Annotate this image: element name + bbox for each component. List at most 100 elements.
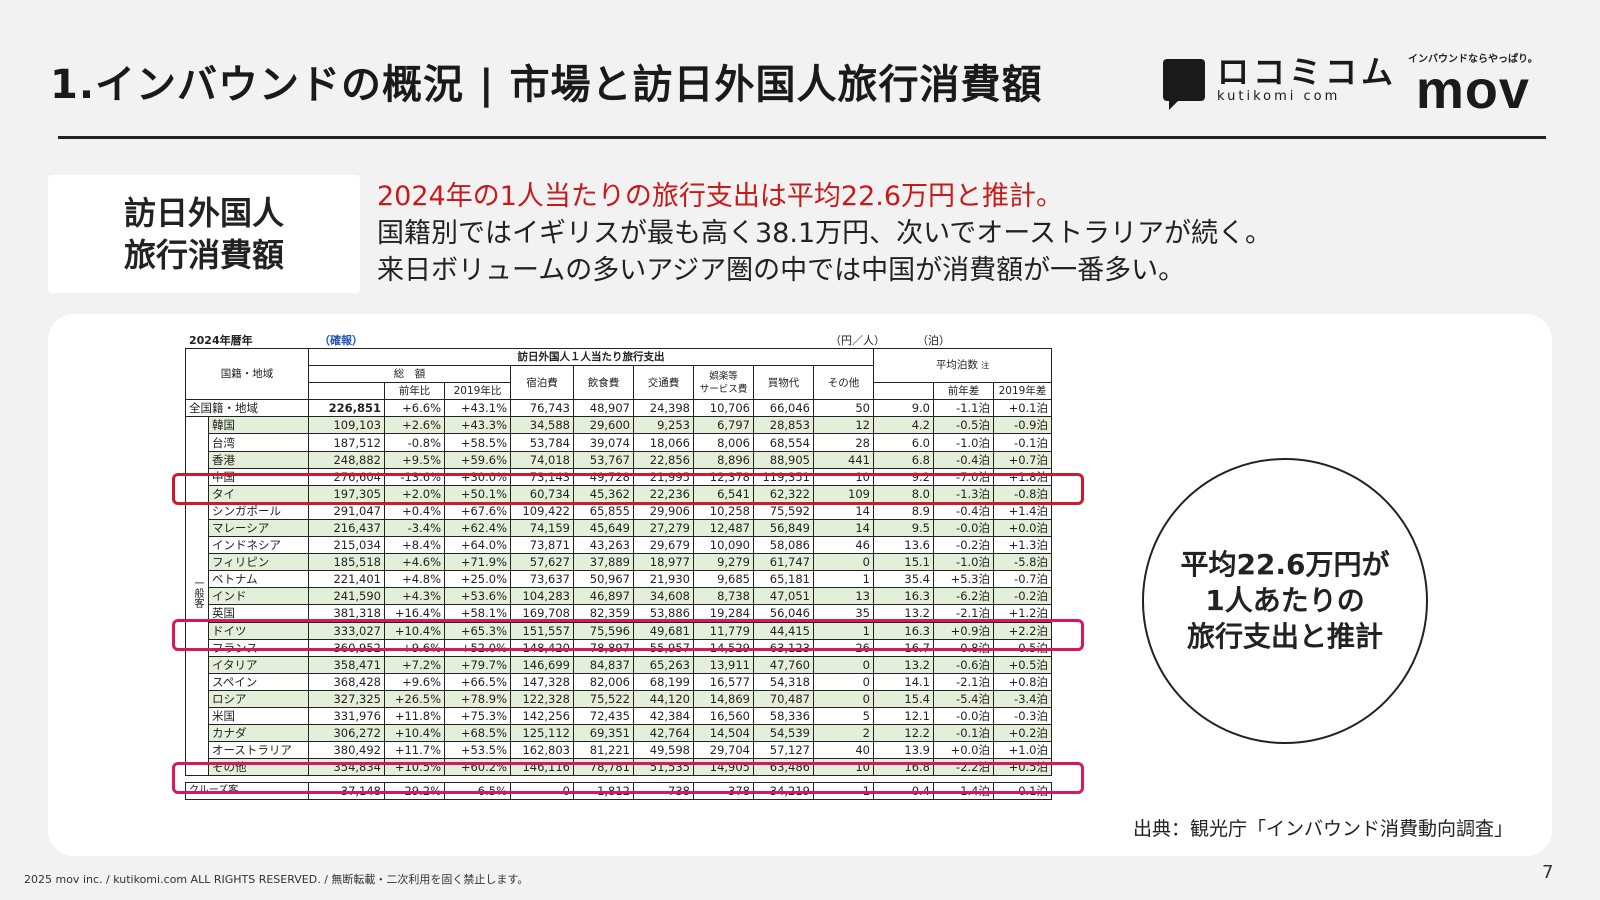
table-row: インドネシア 215,034 +8.4% +64.0% 73,871 43,263 29,6… [186,536,1052,555]
cell-v2019: +53.5% [444,741,511,760]
cell-shop: 58,336 [753,706,814,726]
cell-food: 82,006 [573,672,634,691]
table-row: フィリピン 185,518 +4.6% +71.9% 57,627 37,889 18,97… [186,553,1052,572]
cell-food: 48,907 [573,399,634,418]
cell-transport: 65,263 [633,655,694,674]
cell-nights: 9.0 [873,399,934,418]
cell-lodging: 122,328 [510,689,574,708]
mov-logo-tagline: インバウンドならやっぱり。 [1408,54,1538,65]
lead-line-2: 国籍別ではイギリスが最も高く38.1万円、次いでオーストラリアが続く。 [377,218,1272,249]
table-caption: 2024年暦年 （確報） （円／人） （泊） [185,330,1052,348]
cell-n_yoy: +0.0泊 [933,741,994,760]
table-row: カナダ 306,272 +10.4% +68.5% 125,112 69,351 42,76… [186,724,1052,743]
cell-nights: 4.2 [873,416,934,435]
cell-other: 0 [813,553,874,572]
cell-transport: 29,679 [633,536,694,555]
highlight-china [172,473,1084,505]
cell-yoy: +7.2% [384,655,445,674]
cell-v2019: +62.4% [444,518,511,538]
cell-ent: 11,779 [693,621,754,640]
cell-n_yoy: -1.0泊 [933,553,994,572]
cell-v2019: +67.6% [444,501,511,520]
cell-other: 13 [813,587,874,606]
section-label: 訪日外国人 旅行消費額 [48,175,360,293]
row-name: フランス [208,638,309,657]
col-nights-note: 注 [981,361,990,371]
cell-shop: 68,554 [753,433,814,452]
cell-nights: 12.1 [873,706,934,726]
table-row: 中国 276,604 -13.6% +30.0% 73,143 49,728 21,995 1… [186,467,1052,486]
cell-lodging: 162,803 [510,741,574,760]
cell-yoy: +10.4% [384,621,445,640]
cell-lodging: 53,784 [510,433,574,452]
section-label-text: 訪日外国人 旅行消費額 [123,194,284,274]
cell-ent: 16,577 [693,672,754,691]
year-label: 2024年暦年 [189,334,253,347]
cell-shop: 54,318 [753,672,814,691]
cell-other: 46 [813,536,874,555]
cell-transport: 55,957 [633,638,694,657]
cell-food: 50,967 [573,570,634,589]
highlight-uk [172,619,1084,651]
table-row: ロシア 327,325 +26.5% +78.9% 122,328 75,522 44,12… [186,689,1052,708]
cell-other: 0 [813,655,874,674]
cell-food: 45,362 [573,484,634,503]
col-other: その他 [813,365,874,401]
cell-transport: 42,764 [633,724,694,743]
unit-yen: （円／人） [830,334,885,347]
table-row: マレーシア 216,437 -3.4% +62.4% 74,159 45,649 27,27… [186,518,1052,538]
cell-total: 187,512 [308,433,385,452]
table-row: 米国 331,976 +11.8% +75.3% 142,256 72,435 42,384… [186,706,1052,726]
cell-total: 241,590 [308,587,385,606]
lead-line-3: 来日ボリュームの多いアジア圏の中では中国が消費額が一番多い。 [377,255,1186,286]
cell-total: 215,034 [308,536,385,555]
cell-ent: 14,869 [693,689,754,708]
cell-yoy: +4.8% [384,570,445,589]
cell-n_2019: -0.8泊 [993,484,1052,503]
cell-v2019: +68.5% [444,724,511,743]
cell-lodging: 74,159 [510,518,574,538]
col-total-blank [308,382,385,401]
cell-ent: 12,487 [693,518,754,538]
cell-ent: 16,560 [693,706,754,726]
cell-transport: 27,279 [633,518,694,538]
cell-other: 5 [813,706,874,726]
cell-transport: 49,598 [633,741,694,760]
col-transport: 交通費 [633,365,694,401]
cell-n_2019: -5.8泊 [993,553,1052,572]
row-name: 米国 [208,706,309,726]
cell-yoy: -3.4% [384,518,445,538]
general-group-cell: 一般客 [185,416,209,777]
row-name: マレーシア [208,518,309,538]
speech-bubble-icon [1163,58,1205,110]
cell-yoy: +4.3% [384,587,445,606]
kuchikomi-logo-en: kutikomi com [1217,89,1341,104]
cell-food: 37,889 [573,553,634,572]
cell-shop: 58,086 [753,536,814,555]
col-nights-blank [873,382,934,401]
row-name: オーストラリア [208,741,309,760]
row-name: ベトナム [208,570,309,589]
cell-yoy: +26.5% [384,689,445,708]
cell-yoy: +9.5% [384,450,445,469]
cell-n_2019: +0.8泊 [993,672,1052,691]
cell-other: 50 [813,399,874,418]
data-table: 国籍・地域 訪日外国人１人当たり旅行支出 平均泊数 注 総 額 宿泊費 飲食費 … [185,347,1052,801]
cell-lodging: 73,637 [510,570,574,589]
cell-transport: 44,120 [633,689,694,708]
cell-v2019: +50.1% [444,484,511,503]
table-row: スペイン 368,428 +9.6% +66.5% 147,328 82,006 68,19… [186,672,1052,691]
cell-food: 45,649 [573,518,634,538]
cell-v2019: +43.1% [444,399,511,418]
cell-nights: 12.2 [873,724,934,743]
row-name: イタリア [208,655,309,674]
cell-nights: 13.2 [873,655,934,674]
col-shopping: 買物代 [753,365,814,401]
cell-lodging: 147,328 [510,672,574,691]
row-name: 台湾 [208,433,309,452]
cell-v2019: +64.0% [444,536,511,555]
cell-shop: 61,747 [753,553,814,572]
cell-food: 53,767 [573,450,634,469]
cell-total: 216,437 [308,518,385,538]
cell-shop: 44,415 [753,621,814,640]
